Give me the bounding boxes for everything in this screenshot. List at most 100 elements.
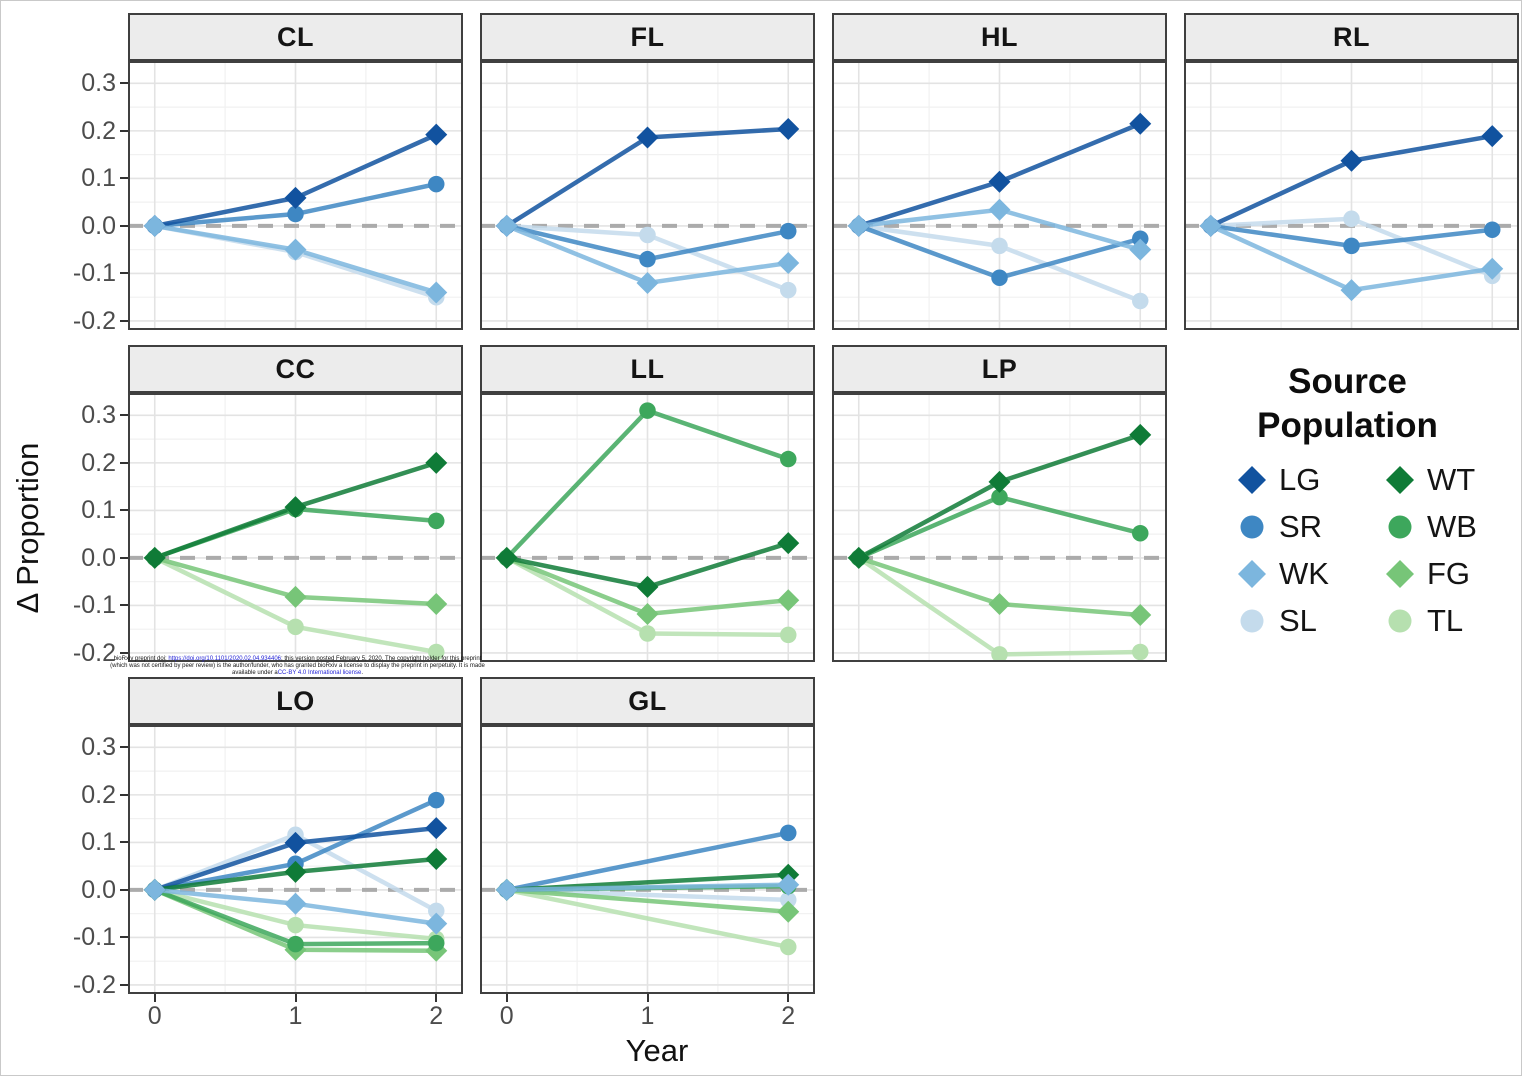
notice-line1-pre: bioRxiv preprint doi:	[113, 656, 169, 662]
x-tick-label: 0	[499, 1002, 514, 1030]
facet-strip-GL: GL	[480, 677, 815, 725]
legend-label-SL: SL	[1279, 602, 1317, 638]
y-tick-label: 0.1	[81, 496, 116, 525]
y-tick-label: 0.3	[81, 733, 116, 762]
y-tick-mark	[120, 793, 128, 796]
y-tick-label: 0.0	[81, 543, 116, 572]
y-tick-mark	[120, 319, 128, 322]
notice-line3-post: .	[361, 669, 363, 676]
x-tick-label: 1	[640, 1002, 655, 1030]
y-tick-label: 0.0	[81, 211, 116, 240]
notice-license-link[interactable]: CC-BY 4.0 International license	[277, 669, 362, 676]
facet-plot-LP	[832, 393, 1167, 662]
legend-circle-icon	[1388, 609, 1412, 632]
legend-label-WK: WK	[1279, 555, 1329, 591]
y-tick-mark	[120, 272, 128, 275]
legend-diamond-icon	[1238, 465, 1266, 494]
facet-strip-LL: LL	[480, 345, 815, 393]
x-tick-mark	[294, 994, 297, 1002]
facet-strip-RL: RL	[1184, 13, 1519, 61]
notice-line3-pre: available under a	[232, 669, 278, 676]
y-tick-label: 0.2	[81, 780, 116, 809]
legend-entry-WB: WB	[1382, 509, 1522, 545]
y-tick-mark	[120, 888, 128, 891]
y-tick-mark	[120, 746, 128, 749]
y-tick-label: -0.2	[72, 638, 116, 667]
facet-plot-CL	[128, 61, 463, 330]
series-line-SR	[506, 830, 789, 893]
x-tick-mark	[646, 994, 649, 1002]
y-tick-label: -0.2	[72, 970, 116, 999]
facet-plot-GL	[480, 725, 815, 994]
y-tick-label: 0.0	[81, 875, 116, 904]
series-line-WK	[506, 882, 789, 893]
legend-entry-WK: WK	[1234, 556, 1382, 592]
legend: LG WT SR WB WK FG SL TL	[1234, 456, 1522, 644]
legend-label-SR: SR	[1279, 508, 1323, 544]
notice-doi-link[interactable]: https://doi.org/10.1101/2020.02.04.93440…	[168, 656, 281, 662]
notice-line2: (which was not certified by peer review)…	[110, 662, 485, 669]
legend-diamond-icon	[1238, 559, 1266, 588]
series-line-FG	[506, 887, 789, 915]
series-line-TL	[506, 887, 789, 950]
y-tick-label: 0.2	[81, 116, 116, 145]
preprint-notice: bioRxiv preprint doi: https://doi.org/10…	[25, 656, 570, 676]
legend-entry-WT: WT	[1382, 462, 1522, 498]
notice-line1-post: ; this version posted February 5, 2020. …	[281, 656, 482, 662]
x-tick-mark	[435, 994, 438, 1002]
facet-strip-LO: LO	[128, 677, 463, 725]
y-tick-mark	[120, 224, 128, 227]
facet-strip-CL: CL	[128, 13, 463, 61]
y-tick-label: -0.1	[72, 259, 116, 288]
legend-entry-LG: LG	[1234, 462, 1382, 498]
facet-plot-FL	[480, 61, 815, 330]
facet-strip-HL: HL	[832, 13, 1167, 61]
facet-plot-HL	[832, 61, 1167, 330]
legend-entry-SR: SR	[1234, 509, 1382, 545]
y-tick-mark	[120, 461, 128, 464]
x-tick-label: 2	[781, 1002, 796, 1030]
legend-label-LG: LG	[1279, 461, 1321, 497]
y-tick-label: 0.3	[81, 401, 116, 430]
y-tick-mark	[120, 414, 128, 417]
y-tick-mark	[120, 936, 128, 939]
facet-plot-CC	[128, 393, 463, 662]
y-tick-label: -0.1	[72, 591, 116, 620]
facet-strip-LP: LP	[832, 345, 1167, 393]
y-axis-title: Δ Proportion	[10, 442, 45, 614]
legend-label-WB: WB	[1427, 508, 1477, 544]
y-tick-label: 0.1	[81, 164, 116, 193]
y-tick-mark	[120, 129, 128, 132]
x-tick-label: 2	[429, 1002, 444, 1030]
y-tick-mark	[120, 82, 128, 85]
facet-strip-CC: CC	[128, 345, 463, 393]
x-tick-mark	[505, 994, 508, 1002]
legend-entry-TL: TL	[1382, 603, 1522, 639]
y-tick-mark	[120, 556, 128, 559]
y-tick-mark	[120, 983, 128, 986]
legend-label-FG: FG	[1427, 555, 1471, 591]
y-tick-mark	[120, 509, 128, 512]
facet-plot-RL	[1184, 61, 1519, 330]
legend-entry-SL: SL	[1234, 603, 1382, 639]
x-axis-title: Year	[625, 1033, 689, 1068]
y-tick-mark	[120, 841, 128, 844]
x-tick-label: 1	[288, 1002, 303, 1030]
legend-circle-icon	[1240, 609, 1264, 632]
y-tick-label: 0.3	[81, 69, 116, 98]
facet-plot-LL	[480, 393, 815, 662]
legend-circle-icon	[1388, 515, 1412, 538]
legend-circle-icon	[1240, 515, 1264, 538]
y-tick-label: -0.2	[72, 306, 116, 335]
y-tick-label: 0.2	[81, 448, 116, 477]
legend-label-TL: TL	[1427, 602, 1464, 638]
legend-label-WT: WT	[1427, 461, 1476, 497]
y-tick-mark	[120, 177, 128, 180]
x-tick-label: 0	[147, 1002, 162, 1030]
y-tick-mark	[120, 651, 128, 654]
legend-diamond-icon	[1386, 559, 1414, 588]
y-tick-mark	[120, 604, 128, 607]
facet-strip-FL: FL	[480, 13, 815, 61]
legend-diamond-icon	[1386, 465, 1414, 494]
